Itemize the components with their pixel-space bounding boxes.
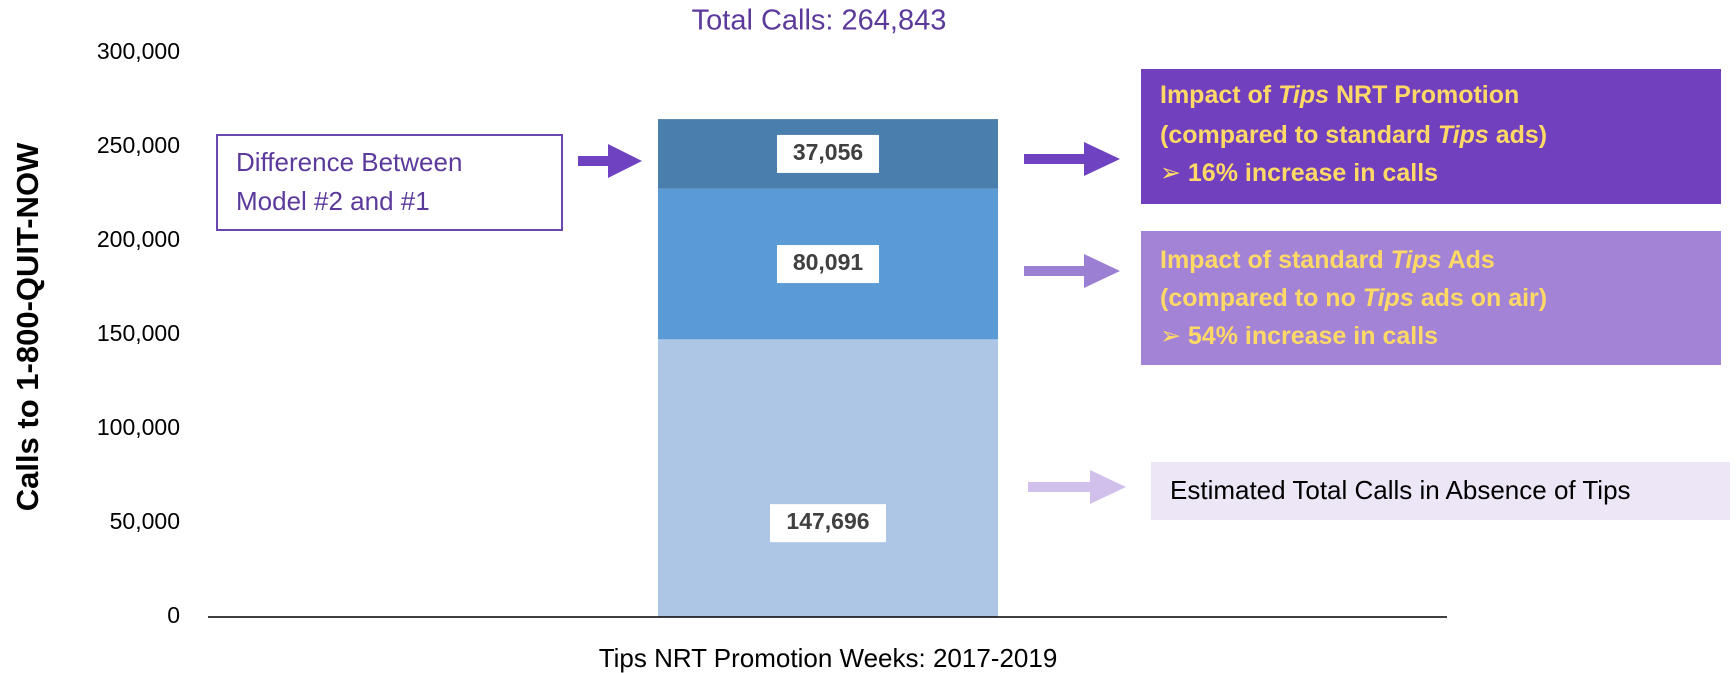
annotation-segment: Difference Between — [236, 147, 462, 177]
value-label: 80,091 — [793, 249, 864, 275]
value-label-box — [777, 134, 879, 173]
annotation-text: ➢ 54% increase in calls — [1160, 322, 1438, 350]
annotation-segment: Tips — [1363, 284, 1414, 312]
y-tick-label: 100,000 — [97, 414, 180, 440]
annotation-box — [216, 134, 563, 231]
x-tick-label: Tips NRT Promotion Weeks: 2017-2019 — [599, 643, 1058, 673]
annotation-text: Estimated Total Calls in Absence of Tips — [1170, 475, 1631, 505]
annotation-text: (compared to no Tips ads on air) — [1160, 284, 1547, 312]
annotation-text: ➢ 16% increase in calls — [1160, 159, 1438, 187]
annotation-text: Difference Between — [236, 147, 462, 177]
annotation-box — [1151, 462, 1730, 520]
annotation-segment: Impact of — [1160, 81, 1278, 109]
annotation-segment: Model #2 and #1 — [236, 186, 430, 216]
y-tick-label: 300,000 — [97, 38, 180, 64]
value-label-box — [770, 504, 886, 543]
annotation-segment: ➢ 54% increase in calls — [1160, 322, 1438, 350]
y-tick-label: 200,000 — [97, 226, 180, 252]
annotation-segment: ads) — [1489, 121, 1547, 149]
value-label-box — [777, 245, 879, 284]
annotation-box — [1141, 69, 1721, 204]
chart-title: Total Calls: 264,843 — [692, 5, 947, 37]
bar-segment — [658, 339, 998, 617]
value-label: 37,056 — [793, 139, 863, 165]
y-tick-label: 250,000 — [97, 132, 180, 158]
annotation-segment: Tips — [1391, 246, 1442, 274]
annotation-segment: Estimated Total Calls in Absence of Tips — [1170, 475, 1631, 505]
arrow — [1024, 142, 1120, 176]
annotation-text: Impact of Tips NRT Promotion — [1160, 81, 1519, 109]
arrow — [1024, 254, 1120, 288]
annotation-segment: Impact of standard — [1160, 246, 1391, 274]
annotation-segment: ➢ 16% increase in calls — [1160, 159, 1438, 187]
annotation-segment: ads on air) — [1414, 284, 1547, 312]
y-tick-label: 150,000 — [97, 320, 180, 346]
y-axis-label: Calls to 1-800-QUIT-NOW — [10, 142, 45, 511]
annotation-text: Model #2 and #1 — [236, 186, 430, 216]
arrow — [578, 144, 642, 178]
value-label: 147,696 — [786, 508, 869, 534]
annotation-segment: (compared to standard — [1160, 121, 1438, 149]
annotation-box — [1141, 231, 1721, 365]
annotation-text: Impact of standard Tips Ads — [1160, 246, 1495, 274]
annotation-segment: NRT Promotion — [1329, 81, 1519, 109]
annotation-segment: Ads — [1442, 246, 1495, 274]
annotation-segment: Tips — [1278, 81, 1329, 109]
y-tick-label: 50,000 — [110, 508, 180, 534]
annotation-segment: Tips — [1438, 121, 1489, 149]
arrow — [1028, 470, 1126, 504]
y-tick-label: 0 — [167, 602, 180, 628]
annotation-segment: (compared to no — [1160, 284, 1363, 312]
annotation-text: (compared to standard Tips ads) — [1160, 121, 1547, 149]
